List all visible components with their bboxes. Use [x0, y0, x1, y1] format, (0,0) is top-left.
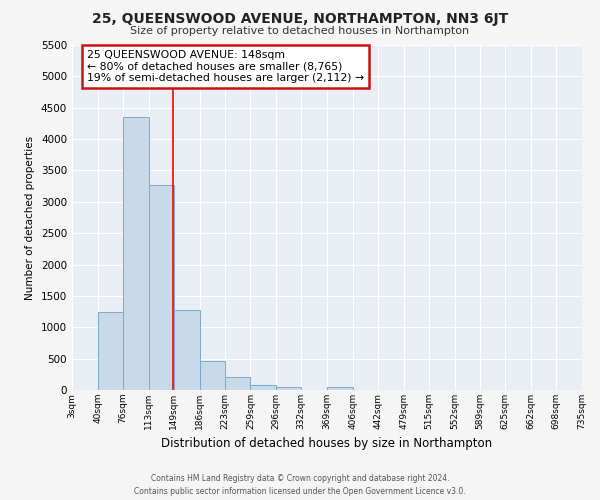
Bar [174, 310, 199, 390]
Text: 25 QUEENSWOOD AVENUE: 148sqm
← 80% of detached houses are smaller (8,765)
19% of: 25 QUEENSWOOD AVENUE: 148sqm ← 80% of de… [88, 50, 364, 84]
Bar [327, 387, 353, 390]
Bar [98, 312, 123, 390]
Text: 25, QUEENSWOOD AVENUE, NORTHAMPTON, NN3 6JT: 25, QUEENSWOOD AVENUE, NORTHAMPTON, NN3 … [92, 12, 508, 26]
Bar [149, 185, 174, 390]
Text: Contains HM Land Registry data © Crown copyright and database right 2024.
Contai: Contains HM Land Registry data © Crown c… [134, 474, 466, 496]
Bar [199, 360, 225, 390]
Y-axis label: Number of detached properties: Number of detached properties [25, 136, 35, 300]
Text: Size of property relative to detached houses in Northampton: Size of property relative to detached ho… [130, 26, 470, 36]
Bar [276, 386, 301, 390]
Bar [250, 386, 276, 390]
X-axis label: Distribution of detached houses by size in Northampton: Distribution of detached houses by size … [161, 438, 493, 450]
Bar [225, 377, 250, 390]
Bar [123, 117, 149, 390]
